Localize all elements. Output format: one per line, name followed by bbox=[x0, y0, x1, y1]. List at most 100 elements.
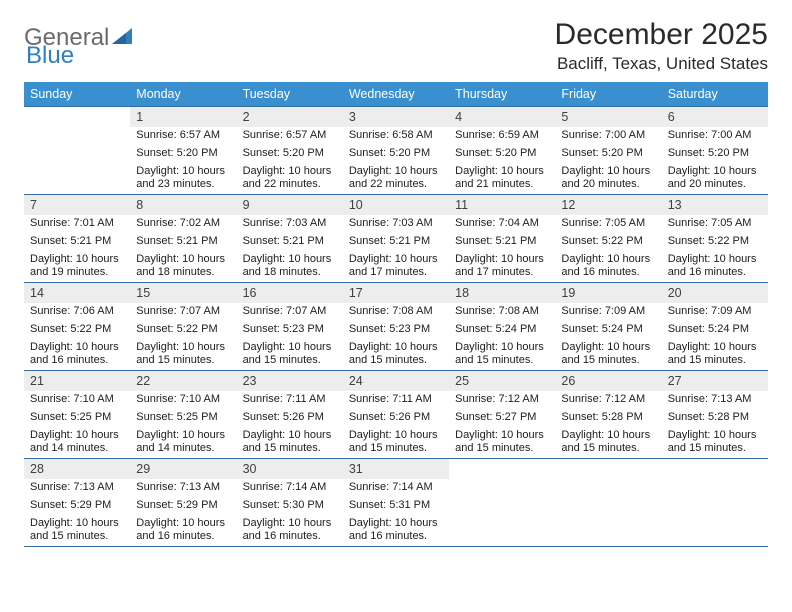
day-cell bbox=[662, 459, 768, 547]
sunset-text: Sunset: 5:21 PM bbox=[24, 233, 130, 251]
dayname-wednesday: Wednesday bbox=[343, 82, 449, 107]
daylight-text: Daylight: 10 hours and 15 minutes. bbox=[662, 339, 768, 371]
day-number: 21 bbox=[24, 371, 130, 391]
day-number: 15 bbox=[130, 283, 236, 303]
day-cell: 4Sunrise: 6:59 AMSunset: 5:20 PMDaylight… bbox=[449, 107, 555, 195]
daylight-text: Daylight: 10 hours and 15 minutes. bbox=[237, 339, 343, 371]
day-number: 10 bbox=[343, 195, 449, 215]
sunrise-text: Sunrise: 7:02 AM bbox=[130, 215, 236, 233]
day-cell: 17Sunrise: 7:08 AMSunset: 5:23 PMDayligh… bbox=[343, 283, 449, 371]
day-cell: 27Sunrise: 7:13 AMSunset: 5:28 PMDayligh… bbox=[662, 371, 768, 459]
daylight-text: Daylight: 10 hours and 16 minutes. bbox=[237, 515, 343, 547]
sunrise-text: Sunrise: 7:01 AM bbox=[24, 215, 130, 233]
sunset-text: Sunset: 5:22 PM bbox=[555, 233, 661, 251]
sunset-text: Sunset: 5:25 PM bbox=[24, 409, 130, 427]
day-number: 28 bbox=[24, 459, 130, 479]
daylight-text: Daylight: 10 hours and 22 minutes. bbox=[343, 163, 449, 195]
sunrise-text: Sunrise: 7:13 AM bbox=[130, 479, 236, 497]
day-number: 14 bbox=[24, 283, 130, 303]
day-cell: 23Sunrise: 7:11 AMSunset: 5:26 PMDayligh… bbox=[237, 371, 343, 459]
sunset-text: Sunset: 5:29 PM bbox=[130, 497, 236, 515]
daylight-text: Daylight: 10 hours and 20 minutes. bbox=[662, 163, 768, 195]
day-cell: 21Sunrise: 7:10 AMSunset: 5:25 PMDayligh… bbox=[24, 371, 130, 459]
day-number: 7 bbox=[24, 195, 130, 215]
sunrise-text: Sunrise: 7:09 AM bbox=[555, 303, 661, 321]
sunrise-text: Sunrise: 7:05 AM bbox=[662, 215, 768, 233]
day-number: 8 bbox=[130, 195, 236, 215]
day-number: 26 bbox=[555, 371, 661, 391]
sunrise-text: Sunrise: 6:57 AM bbox=[130, 127, 236, 145]
sunset-text: Sunset: 5:21 PM bbox=[449, 233, 555, 251]
sunset-text: Sunset: 5:24 PM bbox=[662, 321, 768, 339]
day-number bbox=[449, 459, 555, 479]
logo-text-blue: Blue bbox=[26, 42, 74, 70]
sunset-text: Sunset: 5:20 PM bbox=[662, 145, 768, 163]
day-cell: 26Sunrise: 7:12 AMSunset: 5:28 PMDayligh… bbox=[555, 371, 661, 459]
sunrise-text: Sunrise: 7:12 AM bbox=[555, 391, 661, 409]
daylight-text: Daylight: 10 hours and 15 minutes. bbox=[449, 427, 555, 459]
sunset-text: Sunset: 5:21 PM bbox=[130, 233, 236, 251]
dayname-thursday: Thursday bbox=[449, 82, 555, 107]
day-number: 31 bbox=[343, 459, 449, 479]
sunset-text: Sunset: 5:23 PM bbox=[237, 321, 343, 339]
day-number: 17 bbox=[343, 283, 449, 303]
sunrise-text: Sunrise: 7:03 AM bbox=[237, 215, 343, 233]
day-number: 24 bbox=[343, 371, 449, 391]
title-month: December 2025 bbox=[555, 18, 768, 52]
day-number: 5 bbox=[555, 107, 661, 127]
dayname-monday: Monday bbox=[130, 82, 236, 107]
day-number: 27 bbox=[662, 371, 768, 391]
sunset-text: Sunset: 5:21 PM bbox=[237, 233, 343, 251]
daylight-text: Daylight: 10 hours and 16 minutes. bbox=[130, 515, 236, 547]
sunset-text: Sunset: 5:27 PM bbox=[449, 409, 555, 427]
week-row: 7Sunrise: 7:01 AMSunset: 5:21 PMDaylight… bbox=[24, 195, 768, 283]
sunrise-text: Sunrise: 7:08 AM bbox=[343, 303, 449, 321]
sunrise-text: Sunrise: 7:10 AM bbox=[24, 391, 130, 409]
sunrise-text: Sunrise: 7:14 AM bbox=[343, 479, 449, 497]
day-cell: 16Sunrise: 7:07 AMSunset: 5:23 PMDayligh… bbox=[237, 283, 343, 371]
daylight-text: Daylight: 10 hours and 20 minutes. bbox=[555, 163, 661, 195]
sunset-text: Sunset: 5:21 PM bbox=[343, 233, 449, 251]
daylight-text: Daylight: 10 hours and 15 minutes. bbox=[555, 339, 661, 371]
week-row: 28Sunrise: 7:13 AMSunset: 5:29 PMDayligh… bbox=[24, 459, 768, 547]
day-cell: 10Sunrise: 7:03 AMSunset: 5:21 PMDayligh… bbox=[343, 195, 449, 283]
topbar: General December 2025 Bacliff, Texas, Un… bbox=[24, 18, 768, 74]
day-number: 22 bbox=[130, 371, 236, 391]
sunset-text: Sunset: 5:24 PM bbox=[449, 321, 555, 339]
sunrise-text: Sunrise: 7:11 AM bbox=[237, 391, 343, 409]
day-cell: 14Sunrise: 7:06 AMSunset: 5:22 PMDayligh… bbox=[24, 283, 130, 371]
day-cell: 9Sunrise: 7:03 AMSunset: 5:21 PMDaylight… bbox=[237, 195, 343, 283]
day-number: 20 bbox=[662, 283, 768, 303]
day-number: 12 bbox=[555, 195, 661, 215]
day-number: 1 bbox=[130, 107, 236, 127]
daylight-text: Daylight: 10 hours and 19 minutes. bbox=[24, 251, 130, 283]
title-location: Bacliff, Texas, United States bbox=[555, 54, 768, 74]
day-cell: 25Sunrise: 7:12 AMSunset: 5:27 PMDayligh… bbox=[449, 371, 555, 459]
day-number: 9 bbox=[237, 195, 343, 215]
sunrise-text: Sunrise: 7:07 AM bbox=[237, 303, 343, 321]
daylight-text: Daylight: 10 hours and 15 minutes. bbox=[555, 427, 661, 459]
daylight-text: Daylight: 10 hours and 16 minutes. bbox=[24, 339, 130, 371]
sunrise-text: Sunrise: 7:08 AM bbox=[449, 303, 555, 321]
day-cell: 30Sunrise: 7:14 AMSunset: 5:30 PMDayligh… bbox=[237, 459, 343, 547]
sunrise-text: Sunrise: 7:12 AM bbox=[449, 391, 555, 409]
day-cell: 31Sunrise: 7:14 AMSunset: 5:31 PMDayligh… bbox=[343, 459, 449, 547]
sunrise-text: Sunrise: 7:04 AM bbox=[449, 215, 555, 233]
week-row: 14Sunrise: 7:06 AMSunset: 5:22 PMDayligh… bbox=[24, 283, 768, 371]
sunrise-text: Sunrise: 7:14 AM bbox=[237, 479, 343, 497]
sunrise-text: Sunrise: 7:09 AM bbox=[662, 303, 768, 321]
sunrise-text: Sunrise: 7:07 AM bbox=[130, 303, 236, 321]
sunrise-text: Sunrise: 7:03 AM bbox=[343, 215, 449, 233]
sunrise-text: Sunrise: 7:13 AM bbox=[24, 479, 130, 497]
dayname-sunday: Sunday bbox=[24, 82, 130, 107]
daylight-text: Daylight: 10 hours and 17 minutes. bbox=[343, 251, 449, 283]
dayname-tuesday: Tuesday bbox=[237, 82, 343, 107]
sunset-text: Sunset: 5:31 PM bbox=[343, 497, 449, 515]
daylight-text: Daylight: 10 hours and 18 minutes. bbox=[237, 251, 343, 283]
week-row: 1Sunrise: 6:57 AMSunset: 5:20 PMDaylight… bbox=[24, 107, 768, 195]
dayname-friday: Friday bbox=[555, 82, 661, 107]
sunset-text: Sunset: 5:25 PM bbox=[130, 409, 236, 427]
sunrise-text: Sunrise: 7:06 AM bbox=[24, 303, 130, 321]
sunset-text: Sunset: 5:23 PM bbox=[343, 321, 449, 339]
day-cell: 11Sunrise: 7:04 AMSunset: 5:21 PMDayligh… bbox=[449, 195, 555, 283]
